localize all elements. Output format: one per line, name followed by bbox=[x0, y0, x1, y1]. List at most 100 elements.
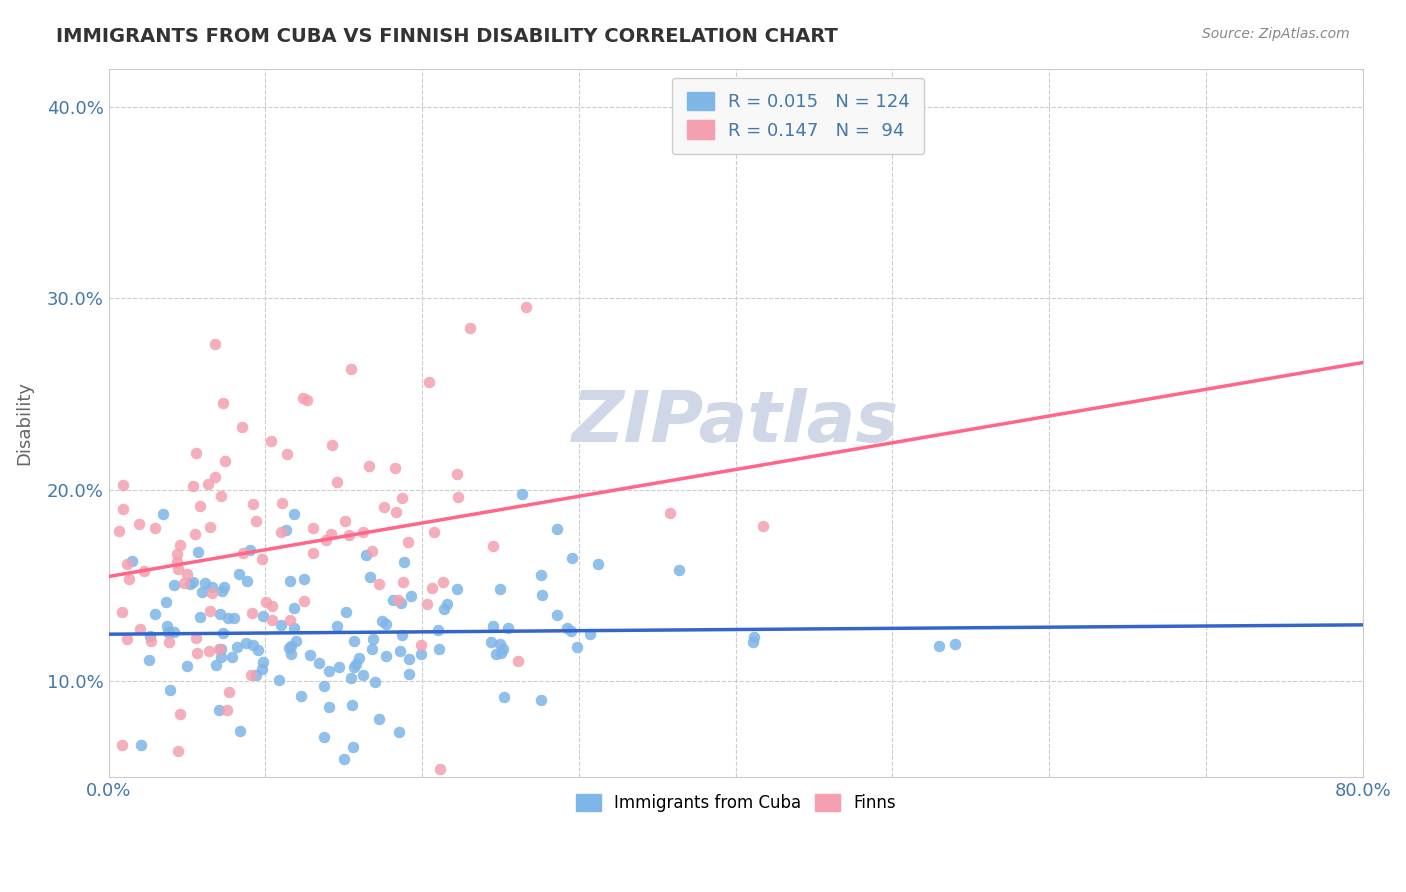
Point bbox=[361, 632, 384, 646]
Point bbox=[420, 581, 443, 595]
Point bbox=[115, 557, 138, 571]
Point bbox=[181, 575, 204, 590]
Point bbox=[139, 634, 162, 648]
Point bbox=[340, 671, 363, 685]
Point bbox=[388, 725, 411, 739]
Point bbox=[184, 631, 207, 645]
Point bbox=[418, 375, 440, 389]
Point bbox=[399, 589, 422, 603]
Point bbox=[176, 659, 198, 673]
Point bbox=[209, 642, 232, 657]
Point bbox=[156, 624, 179, 639]
Point bbox=[339, 361, 361, 376]
Point bbox=[928, 639, 950, 653]
Point bbox=[245, 515, 267, 529]
Point bbox=[229, 724, 252, 739]
Y-axis label: Disability: Disability bbox=[15, 381, 32, 465]
Point bbox=[159, 683, 181, 698]
Point bbox=[111, 605, 134, 619]
Point bbox=[668, 563, 690, 577]
Point bbox=[270, 525, 292, 540]
Point bbox=[385, 505, 408, 519]
Point bbox=[370, 615, 392, 629]
Point bbox=[292, 594, 315, 608]
Point bbox=[340, 698, 363, 712]
Point bbox=[186, 446, 208, 460]
Point bbox=[446, 582, 468, 597]
Point bbox=[364, 675, 387, 690]
Point bbox=[945, 637, 967, 651]
Point bbox=[152, 507, 174, 521]
Point bbox=[291, 391, 314, 405]
Point bbox=[204, 470, 226, 484]
Point bbox=[209, 489, 232, 503]
Point bbox=[212, 396, 235, 410]
Point bbox=[546, 607, 568, 622]
Point bbox=[143, 520, 166, 534]
Point bbox=[173, 576, 195, 591]
Point bbox=[260, 613, 283, 627]
Point bbox=[186, 646, 208, 660]
Text: Source: ZipAtlas.com: Source: ZipAtlas.com bbox=[1202, 27, 1350, 41]
Point bbox=[302, 546, 325, 560]
Point bbox=[283, 621, 305, 635]
Point bbox=[128, 516, 150, 531]
Point bbox=[460, 320, 482, 334]
Point bbox=[531, 588, 554, 602]
Point bbox=[555, 621, 578, 635]
Point bbox=[276, 523, 298, 537]
Point bbox=[392, 574, 415, 589]
Point bbox=[546, 522, 568, 536]
Point bbox=[387, 592, 409, 607]
Point bbox=[169, 706, 191, 721]
Point bbox=[201, 580, 224, 594]
Point bbox=[280, 647, 302, 661]
Point bbox=[184, 527, 207, 541]
Point bbox=[225, 640, 247, 655]
Point bbox=[167, 744, 190, 758]
Legend: Immigrants from Cuba, Finns: Immigrants from Cuba, Finns bbox=[562, 780, 908, 825]
Point bbox=[361, 641, 384, 656]
Point bbox=[276, 447, 298, 461]
Point bbox=[446, 467, 468, 482]
Point bbox=[111, 501, 134, 516]
Point bbox=[270, 496, 292, 510]
Point bbox=[236, 574, 259, 589]
Text: IMMIGRANTS FROM CUBA VS FINNISH DISABILITY CORRELATION CHART: IMMIGRANTS FROM CUBA VS FINNISH DISABILI… bbox=[56, 27, 838, 45]
Point bbox=[409, 647, 432, 661]
Point bbox=[222, 610, 245, 624]
Point bbox=[211, 626, 233, 640]
Point bbox=[239, 543, 262, 558]
Point bbox=[254, 595, 277, 609]
Point bbox=[295, 393, 318, 408]
Point bbox=[252, 662, 274, 676]
Point bbox=[752, 519, 775, 533]
Point bbox=[391, 491, 413, 506]
Point bbox=[381, 592, 404, 607]
Point bbox=[326, 618, 349, 632]
Point bbox=[246, 643, 269, 657]
Point bbox=[121, 554, 143, 568]
Point bbox=[335, 605, 357, 619]
Point bbox=[111, 478, 134, 492]
Point bbox=[218, 685, 240, 699]
Point bbox=[315, 533, 337, 547]
Point bbox=[298, 648, 321, 662]
Point bbox=[398, 652, 420, 666]
Point bbox=[290, 689, 312, 703]
Point bbox=[491, 641, 513, 656]
Point bbox=[301, 521, 323, 535]
Point bbox=[215, 703, 238, 717]
Point bbox=[179, 577, 201, 591]
Point bbox=[447, 490, 470, 504]
Point bbox=[292, 572, 315, 586]
Point bbox=[373, 500, 395, 515]
Point bbox=[205, 657, 228, 672]
Point bbox=[232, 546, 254, 560]
Point bbox=[352, 524, 374, 539]
Point bbox=[163, 578, 186, 592]
Point bbox=[132, 564, 155, 578]
Point bbox=[489, 637, 512, 651]
Point bbox=[321, 527, 343, 541]
Point bbox=[278, 613, 301, 627]
